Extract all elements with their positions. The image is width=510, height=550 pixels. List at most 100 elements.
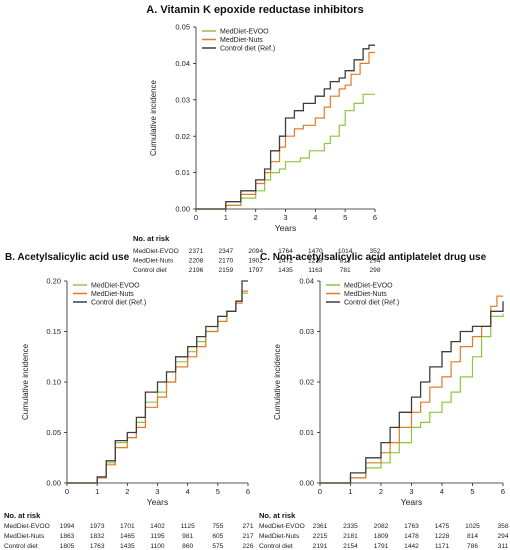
x-tick-label: 3 <box>155 487 159 496</box>
legend-label: MedDiet-EVOO <box>220 29 269 36</box>
risk-cell: 1402 <box>150 523 165 530</box>
risk-cell: 2347 <box>218 248 233 255</box>
x-tick-label: 2 <box>125 487 129 496</box>
risk-cell: 352 <box>369 248 380 255</box>
x-tick-label: 3 <box>409 487 413 496</box>
legend-label: MedDiet-Nuts <box>344 291 387 298</box>
chart-title: A. Vitamin K epoxide reductase inhibitor… <box>146 4 363 16</box>
x-tick-label: 4 <box>186 487 190 496</box>
risk-cell: 1764 <box>278 248 293 255</box>
risk-cell: 1218 <box>308 258 323 265</box>
risk-cell: 1902 <box>248 258 263 265</box>
risk-row-label: MedDiet-Nuts <box>4 533 45 540</box>
risk-cell: 1475 <box>435 523 450 530</box>
x-axis-label: Years <box>275 223 296 233</box>
x-axis-label: Years <box>401 497 422 507</box>
chart-panel-1: A. Vitamin K epoxide reductase inhibitor… <box>133 4 381 274</box>
legend-label: MedDiet-Nuts <box>91 291 134 298</box>
legend-label: MedDiet-EVOO <box>91 283 140 290</box>
x-tick-label: 1 <box>348 487 352 496</box>
x-tick-label: 0 <box>65 487 69 496</box>
legend-label: Control diet (Ref.) <box>220 46 275 53</box>
risk-row-label: MedDiet-EVOO <box>133 248 179 255</box>
y-tick-label: 0.10 <box>46 378 61 387</box>
x-tick-label: 2 <box>254 213 258 222</box>
risk-table-title: No. at risk <box>133 234 170 243</box>
risk-cell: 1465 <box>120 533 135 540</box>
y-tick-label: 0.15 <box>46 327 61 336</box>
y-tick-label: 0.05 <box>175 23 190 32</box>
y-tick-label: 0.04 <box>299 277 314 286</box>
y-tick-label: 0.03 <box>299 327 314 336</box>
risk-cell: 2181 <box>343 533 358 540</box>
x-tick-label: 6 <box>246 487 250 496</box>
legend-label: Control diet (Ref.) <box>344 300 399 307</box>
risk-cell: 1100 <box>150 543 165 550</box>
y-tick-label: 0.01 <box>175 168 190 177</box>
x-tick-label: 3 <box>283 213 287 222</box>
series-line-control-diet-ref <box>196 44 375 210</box>
risk-cell: 2196 <box>189 267 204 274</box>
y-axis-label: Cumulative incidence <box>149 79 158 156</box>
risk-cell: 1763 <box>404 523 419 530</box>
risk-cell: 1228 <box>435 533 450 540</box>
y-axis-label: Cumulative incidence <box>273 343 282 420</box>
legend-label: Control diet (Ref.) <box>91 300 146 307</box>
x-tick-label: 5 <box>470 487 474 496</box>
legend-label: MedDiet-Nuts <box>220 37 263 44</box>
y-tick-label: 0.05 <box>46 428 61 437</box>
x-tick-label: 5 <box>343 213 347 222</box>
risk-cell: 1125 <box>181 523 196 530</box>
series-line-meddiet-evoo <box>196 93 375 210</box>
risk-table-title: No. at risk <box>4 511 41 520</box>
risk-cell: 1763 <box>90 543 105 550</box>
y-tick-label: 0.00 <box>46 479 61 488</box>
risk-cell: 2159 <box>218 267 233 274</box>
risk-row-label: MedDiet-EVOO <box>259 523 305 530</box>
risk-cell: 358 <box>497 523 508 530</box>
y-tick-label: 0.02 <box>299 378 314 387</box>
risk-cell: 1435 <box>278 267 293 274</box>
risk-cell: 2191 <box>313 543 328 550</box>
x-tick-label: 1 <box>224 213 228 222</box>
x-tick-label: 1 <box>95 487 99 496</box>
y-tick-label: 0.03 <box>175 95 190 104</box>
x-tick-label: 6 <box>501 487 505 496</box>
risk-cell: 605 <box>212 533 223 540</box>
x-tick-label: 4 <box>440 487 444 496</box>
risk-cell: 1171 <box>435 543 450 550</box>
risk-cell: 1163 <box>308 267 323 274</box>
chart-panel-3: C. Non-acetylsalicylic acid antiplatelet… <box>259 252 509 550</box>
risk-table-title: No. at risk <box>259 511 296 520</box>
risk-cell: 2094 <box>248 248 263 255</box>
x-tick-label: 5 <box>216 487 220 496</box>
risk-cell: 1805 <box>60 543 75 550</box>
risk-cell: 814 <box>467 533 478 540</box>
x-axis-label: Years <box>147 497 168 507</box>
risk-cell: 2208 <box>189 258 204 265</box>
risk-cell: 2215 <box>313 533 328 540</box>
y-tick-label: 0.00 <box>175 205 190 214</box>
risk-cell: 813 <box>340 258 351 265</box>
y-tick-label: 0.20 <box>46 277 61 286</box>
risk-cell: 1832 <box>90 533 105 540</box>
x-tick-label: 2 <box>379 487 383 496</box>
risk-cell: 1701 <box>120 523 135 530</box>
risk-cell: 860 <box>182 543 193 550</box>
risk-cell: 2154 <box>343 543 358 550</box>
risk-cell: 294 <box>497 533 508 540</box>
y-tick-label: 0.01 <box>299 428 314 437</box>
risk-cell: 1014 <box>338 248 353 255</box>
chart-title: B. Acetylsalicylic acid use <box>5 252 130 263</box>
risk-cell: 217 <box>242 533 253 540</box>
risk-row-label: Control diet <box>259 543 293 550</box>
risk-cell: 2361 <box>313 523 328 530</box>
risk-cell: 271 <box>242 523 253 530</box>
risk-cell: 575 <box>212 543 223 550</box>
risk-cell: 1994 <box>60 523 75 530</box>
series-line-control-diet-ref <box>67 280 248 484</box>
x-tick-label: 0 <box>194 213 198 222</box>
risk-cell: 1809 <box>374 533 389 540</box>
risk-cell: 1472 <box>278 258 293 265</box>
